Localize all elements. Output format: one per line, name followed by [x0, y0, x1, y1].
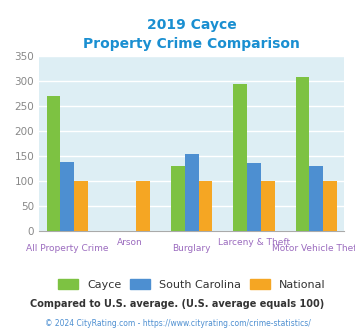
Bar	[136, 181, 150, 231]
Text: Motor Vehicle Theft: Motor Vehicle Theft	[272, 244, 355, 253]
Bar	[310, 166, 323, 231]
Text: Larceny & Theft: Larceny & Theft	[218, 238, 290, 247]
Bar	[323, 181, 337, 231]
Bar	[185, 153, 198, 231]
Title: 2019 Cayce
Property Crime Comparison: 2019 Cayce Property Crime Comparison	[83, 18, 300, 51]
Bar	[247, 163, 261, 231]
Text: Arson: Arson	[116, 238, 142, 247]
Bar	[60, 162, 74, 231]
Text: © 2024 CityRating.com - https://www.cityrating.com/crime-statistics/: © 2024 CityRating.com - https://www.city…	[45, 319, 310, 328]
Text: Compared to U.S. average. (U.S. average equals 100): Compared to U.S. average. (U.S. average …	[31, 299, 324, 309]
Bar	[261, 181, 274, 231]
Bar	[171, 166, 185, 231]
Bar	[74, 181, 88, 231]
Text: All Property Crime: All Property Crime	[26, 244, 108, 253]
Bar	[234, 83, 247, 231]
Bar	[47, 96, 60, 231]
Legend: Cayce, South Carolina, National: Cayce, South Carolina, National	[54, 275, 330, 295]
Bar	[198, 181, 212, 231]
Bar	[296, 77, 310, 231]
Text: Burglary: Burglary	[173, 244, 211, 253]
